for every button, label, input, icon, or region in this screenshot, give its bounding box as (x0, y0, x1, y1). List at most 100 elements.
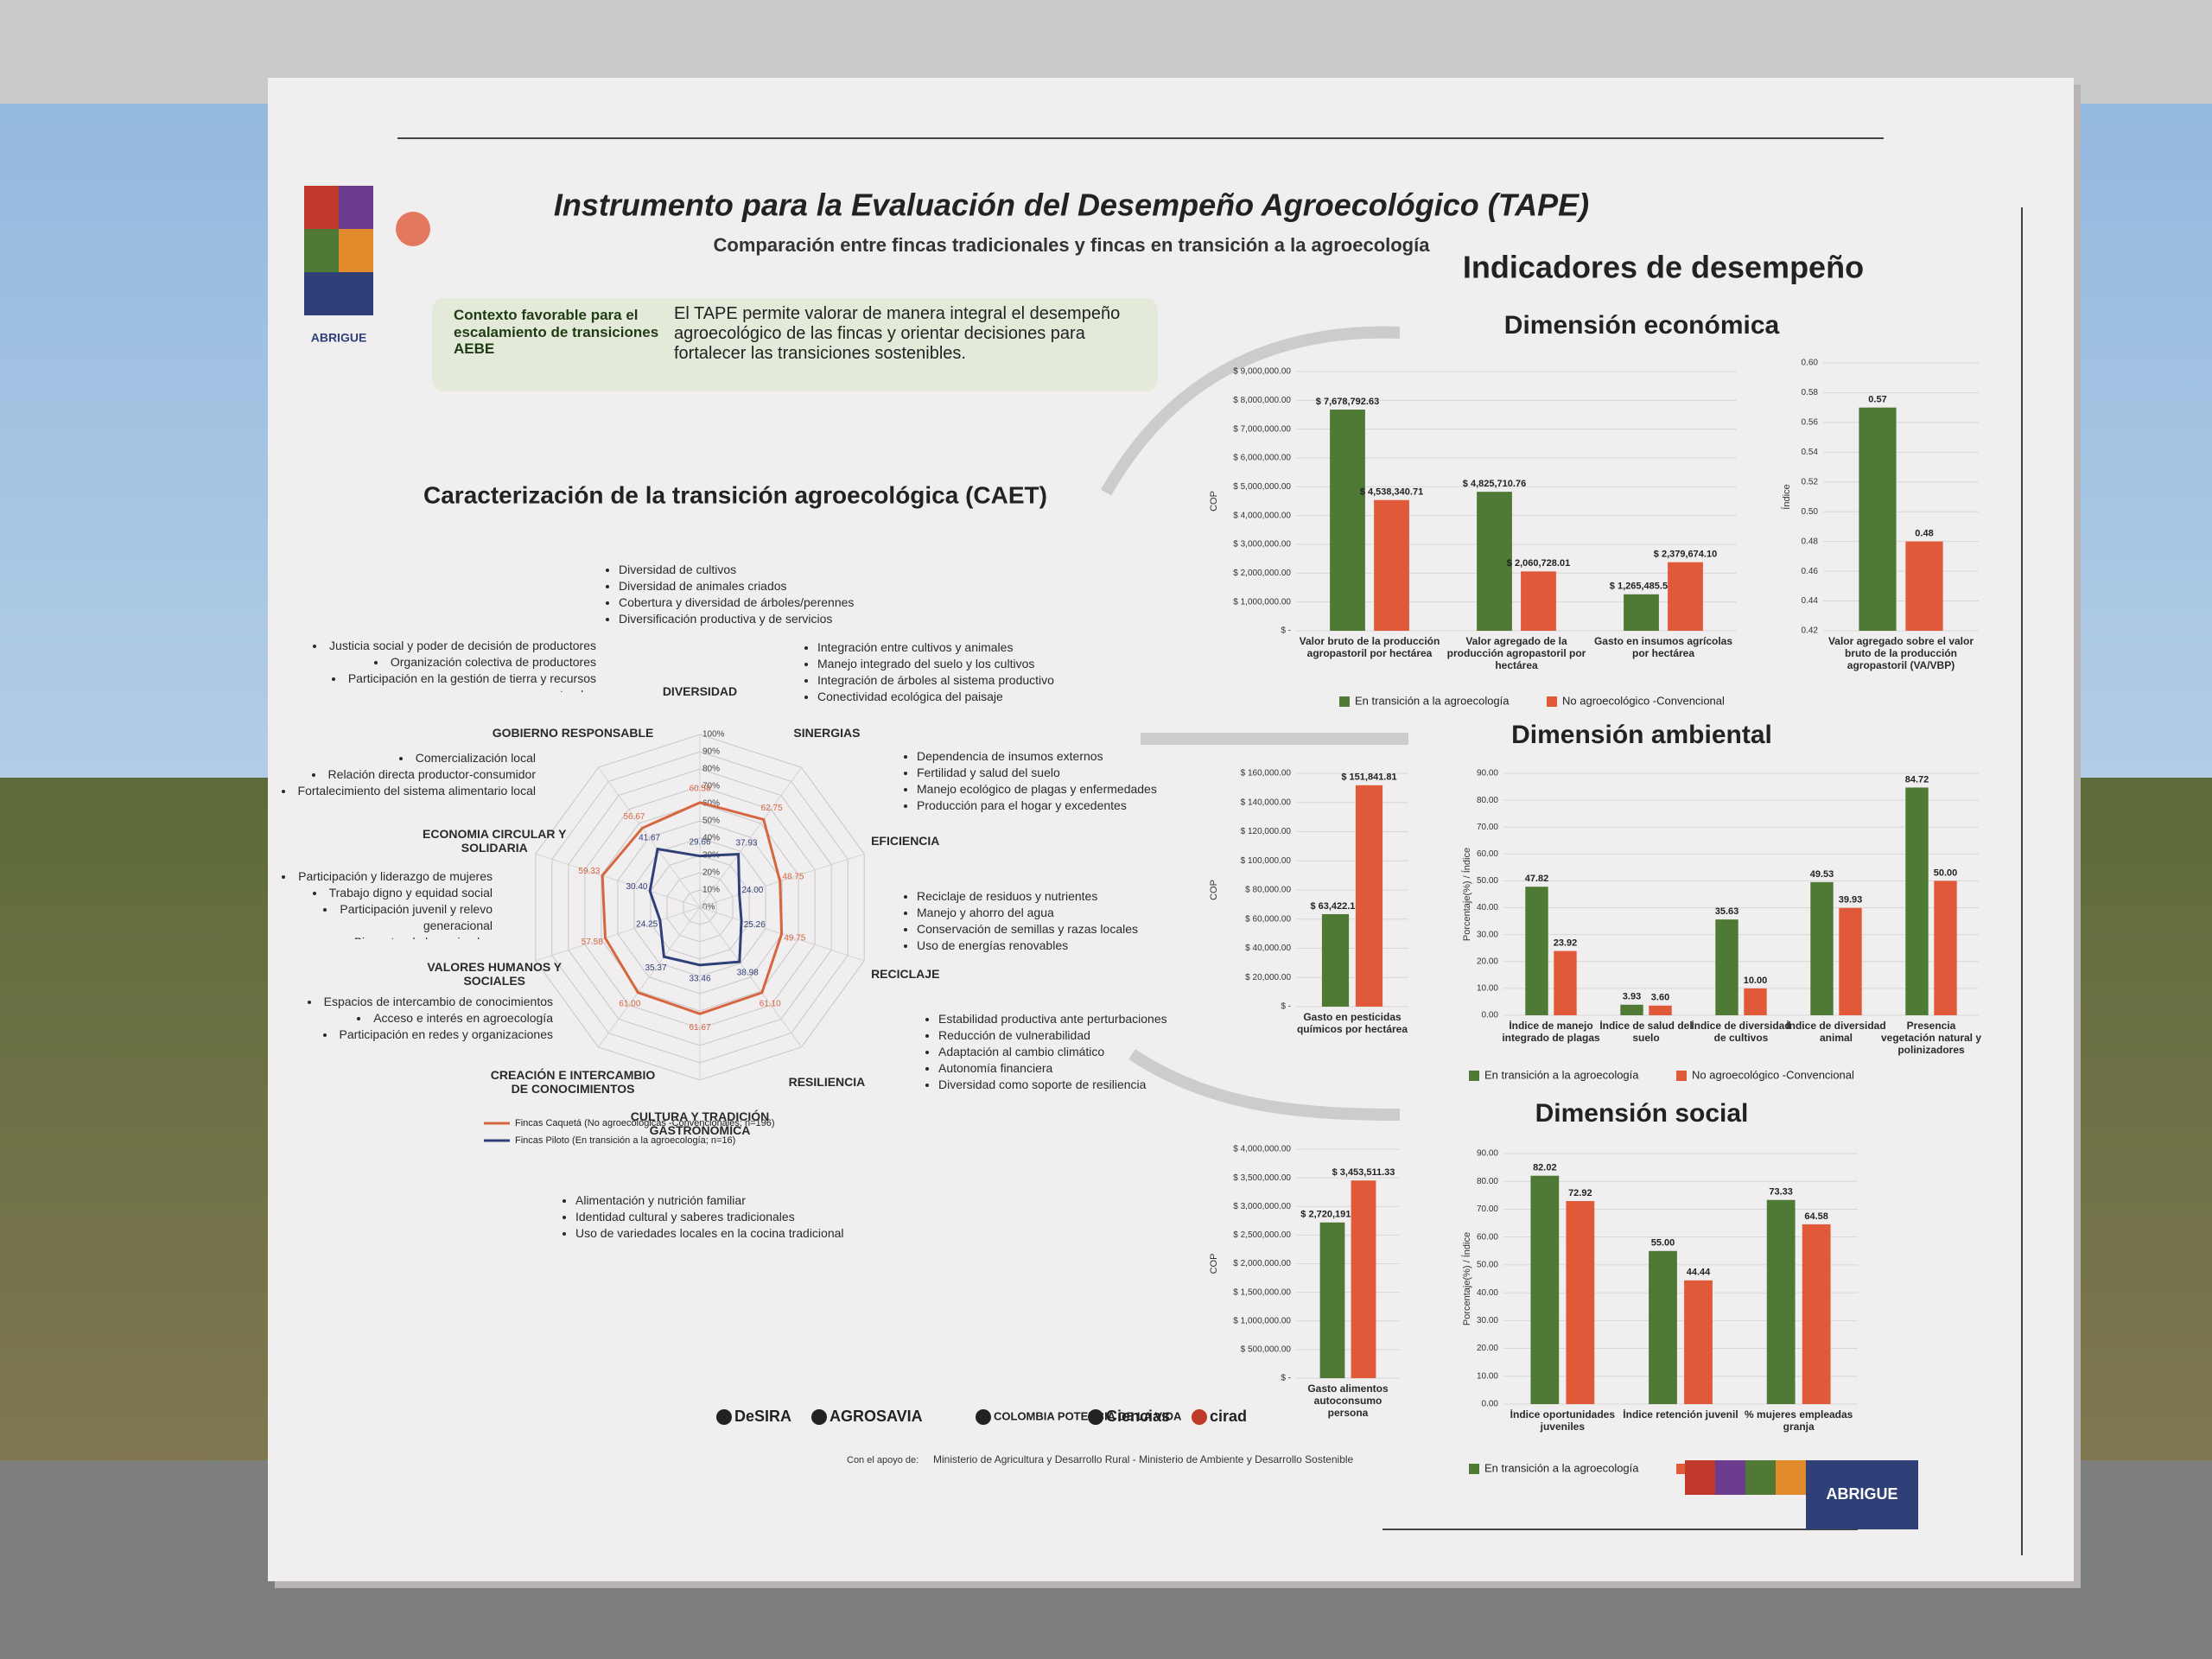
radar-value-label: 24.25 (636, 920, 658, 930)
radar-value-label: 35.37 (645, 963, 666, 973)
indicator-item: Cobertura y diversidad de árboles/perenn… (619, 594, 881, 611)
bar (1934, 880, 1957, 1015)
indicator-list-items: Comercialización localRelación directa p… (276, 750, 536, 799)
y-tick-label: $ 1,000,000.00 (1233, 1316, 1291, 1325)
bar (1525, 887, 1548, 1015)
x-tick-label-box: Valor bruto de la producción agropastori… (1300, 636, 1440, 659)
header-logo (304, 186, 430, 315)
radar-value-label: 56.67 (623, 812, 645, 822)
bar-value-label: $ 2,720,191.00 (1300, 1210, 1363, 1220)
x-tick-label: % mujeres empleadas granja (1744, 1409, 1853, 1433)
footer-logo-text: ABRIGUE (1826, 1485, 1897, 1503)
x-tick-label-box: Gasto en insumos agrícolas por hectárea (1594, 636, 1732, 659)
caet-title: Caracterización de la transición agroeco… (423, 481, 1047, 508)
radar-axis-label: GOBIERNO RESPONSABLE (492, 725, 654, 740)
radar-value-label: 59.33 (578, 867, 600, 876)
indicator-item: Organización colectiva de productores (285, 654, 596, 671)
footer-logo: AGROSAVIA (830, 1408, 923, 1425)
bar (1351, 1180, 1376, 1378)
arrow (1100, 326, 1401, 496)
support-label: Con el apoyo de: (847, 1455, 918, 1465)
radar-tick-label: 50% (702, 817, 720, 826)
y-tick-label: 0.50 (1802, 507, 1819, 517)
x-tick-label: Índice oportunidades juveniles (1510, 1409, 1615, 1433)
radar-axis-label: ECONOMIA CIRCULAR Y SOLIDARIA (423, 826, 567, 855)
bar-value-label: 35.63 (1715, 906, 1739, 917)
radar-axis-label: VALORES HUMANOS Y SOCIALES (427, 960, 563, 988)
bar-value-label: 0.57 (1868, 395, 1886, 405)
indicator-list-items: Dependencia de insumos externosFertilida… (903, 748, 1179, 814)
y-tick-label: $ 3,000,000.00 (1233, 540, 1291, 550)
x-tick-label-box: Presencia vegetación natural y polinizad… (1881, 1020, 1981, 1056)
logo-mark (716, 1409, 732, 1425)
bar-value-label: $ 3,453,511.33 (1332, 1167, 1395, 1178)
indicator-item: Diversidad como soporte de resiliencia (938, 1077, 1184, 1093)
bar (1319, 1222, 1345, 1378)
indicator-item: Trabajo digno y equidad social (276, 885, 493, 901)
indicator-item: Fortalecimiento del sistema alimentario … (276, 783, 536, 799)
indicator-list-box: Alimentación y nutrición familiarIdentid… (562, 1192, 890, 1247)
indicator-item: Participación en la gestión de tierra y … (285, 671, 596, 692)
radar-axis-label-box: CULTURA Y TRADICIÓN GASTRONOMICA (631, 1109, 769, 1137)
bar-value-label: 10.00 (1744, 976, 1768, 986)
radar-tick-label: 0% (702, 903, 715, 912)
bar (1649, 1250, 1677, 1404)
radar-spoke (699, 853, 865, 908)
indicator-list: Espacios de intercambio de conocimientos… (294, 994, 553, 1043)
radar-spoke (699, 906, 802, 1048)
y-tick-label: 70.00 (1477, 823, 1498, 832)
bar (1374, 499, 1409, 631)
radar-axis-label-box: VALORES HUMANOS Y SOCIALES (427, 960, 563, 988)
y-tick-label: 40.00 (1477, 903, 1498, 912)
radar-axis-label: DIVERSIDAD (662, 683, 738, 698)
y-tick-label: $ 160,000.00 (1241, 769, 1292, 779)
radar-tick-label: 10% (702, 886, 720, 895)
indicator-list: Diversidad de cultivosDiversidad de anim… (605, 562, 881, 627)
radar-axis-label-box: ECONOMIA CIRCULAR Y SOLIDARIA (423, 826, 567, 855)
x-tick-label: Valor agregado sobre el valor bruto de l… (1827, 636, 1974, 671)
indicator-item: Uso de energías renovables (917, 938, 1179, 954)
x-tick-label-box: Índice de diversidad animal (1786, 1020, 1885, 1044)
bar (1530, 1175, 1560, 1404)
radar-legend-label: Fincas Piloto (En transición a la agroec… (515, 1135, 735, 1146)
bar (1521, 571, 1556, 631)
bar-value-label: $ 2,060,728.01 (1507, 558, 1570, 569)
y-tick-label: $ - (1281, 626, 1291, 636)
support-text: Ministerio de Agricultura y Desarrollo R… (933, 1453, 1354, 1465)
bar (1859, 407, 1897, 631)
indicator-list-box: Integración entre cultivos y animalesMan… (804, 639, 1063, 710)
radar-value-label: 48.75 (782, 873, 804, 882)
bar-value-label: $ 1,265,485.57 (1610, 582, 1673, 592)
indicator-list-items: Justicia social y poder de decisión de p… (285, 638, 596, 692)
indicators-title: Indicadores de desempeño (1463, 250, 1864, 285)
title: Instrumento para la Evaluación del Desem… (554, 188, 1589, 223)
logo-mark (1088, 1409, 1103, 1425)
radar-tick-label: 90% (702, 747, 720, 757)
bar-value-label: 72.92 (1568, 1188, 1592, 1198)
y-tick-label: $ 140,000.00 (1241, 798, 1292, 807)
bar-value-label: 3.60 (1651, 993, 1669, 1003)
radar-spoke (598, 906, 701, 1048)
y-tick-label: 30.00 (1477, 930, 1498, 939)
x-tick-label: Valor agregado de la producción agropast… (1446, 636, 1586, 671)
logo-block (304, 186, 339, 229)
x-tick-label-box: % mujeres empleadas granja (1744, 1409, 1853, 1433)
indicator-item: Dependencia de insumos externos (917, 748, 1179, 765)
y-tick-label: 20.00 (1477, 957, 1498, 966)
x-tick-label: Índice retención juvenil (1623, 1409, 1738, 1421)
radar-axis-label-box: SINERGIAS (793, 726, 860, 740)
header-logo-text: ABRIGUE (311, 331, 367, 345)
bar (1554, 950, 1577, 1015)
y-tick-label: $ 500,000.00 (1241, 1345, 1292, 1355)
indicator-list-box: Comercialización localRelación directa p… (276, 750, 536, 804)
y-tick-label: 0.52 (1802, 477, 1819, 486)
y-tick-label: $ 4,000,000.00 (1233, 511, 1291, 520)
bar (1802, 1224, 1831, 1404)
legend-label: No agroecológico -Convencional (1692, 1068, 1854, 1081)
indicator-item: Justicia social y poder de decisión de p… (285, 638, 596, 654)
radar-tick-label: 20% (702, 868, 720, 878)
indicator-list: Alimentación y nutrición familiarIdentid… (562, 1192, 890, 1242)
radar-value-label: 41.67 (639, 833, 660, 842)
